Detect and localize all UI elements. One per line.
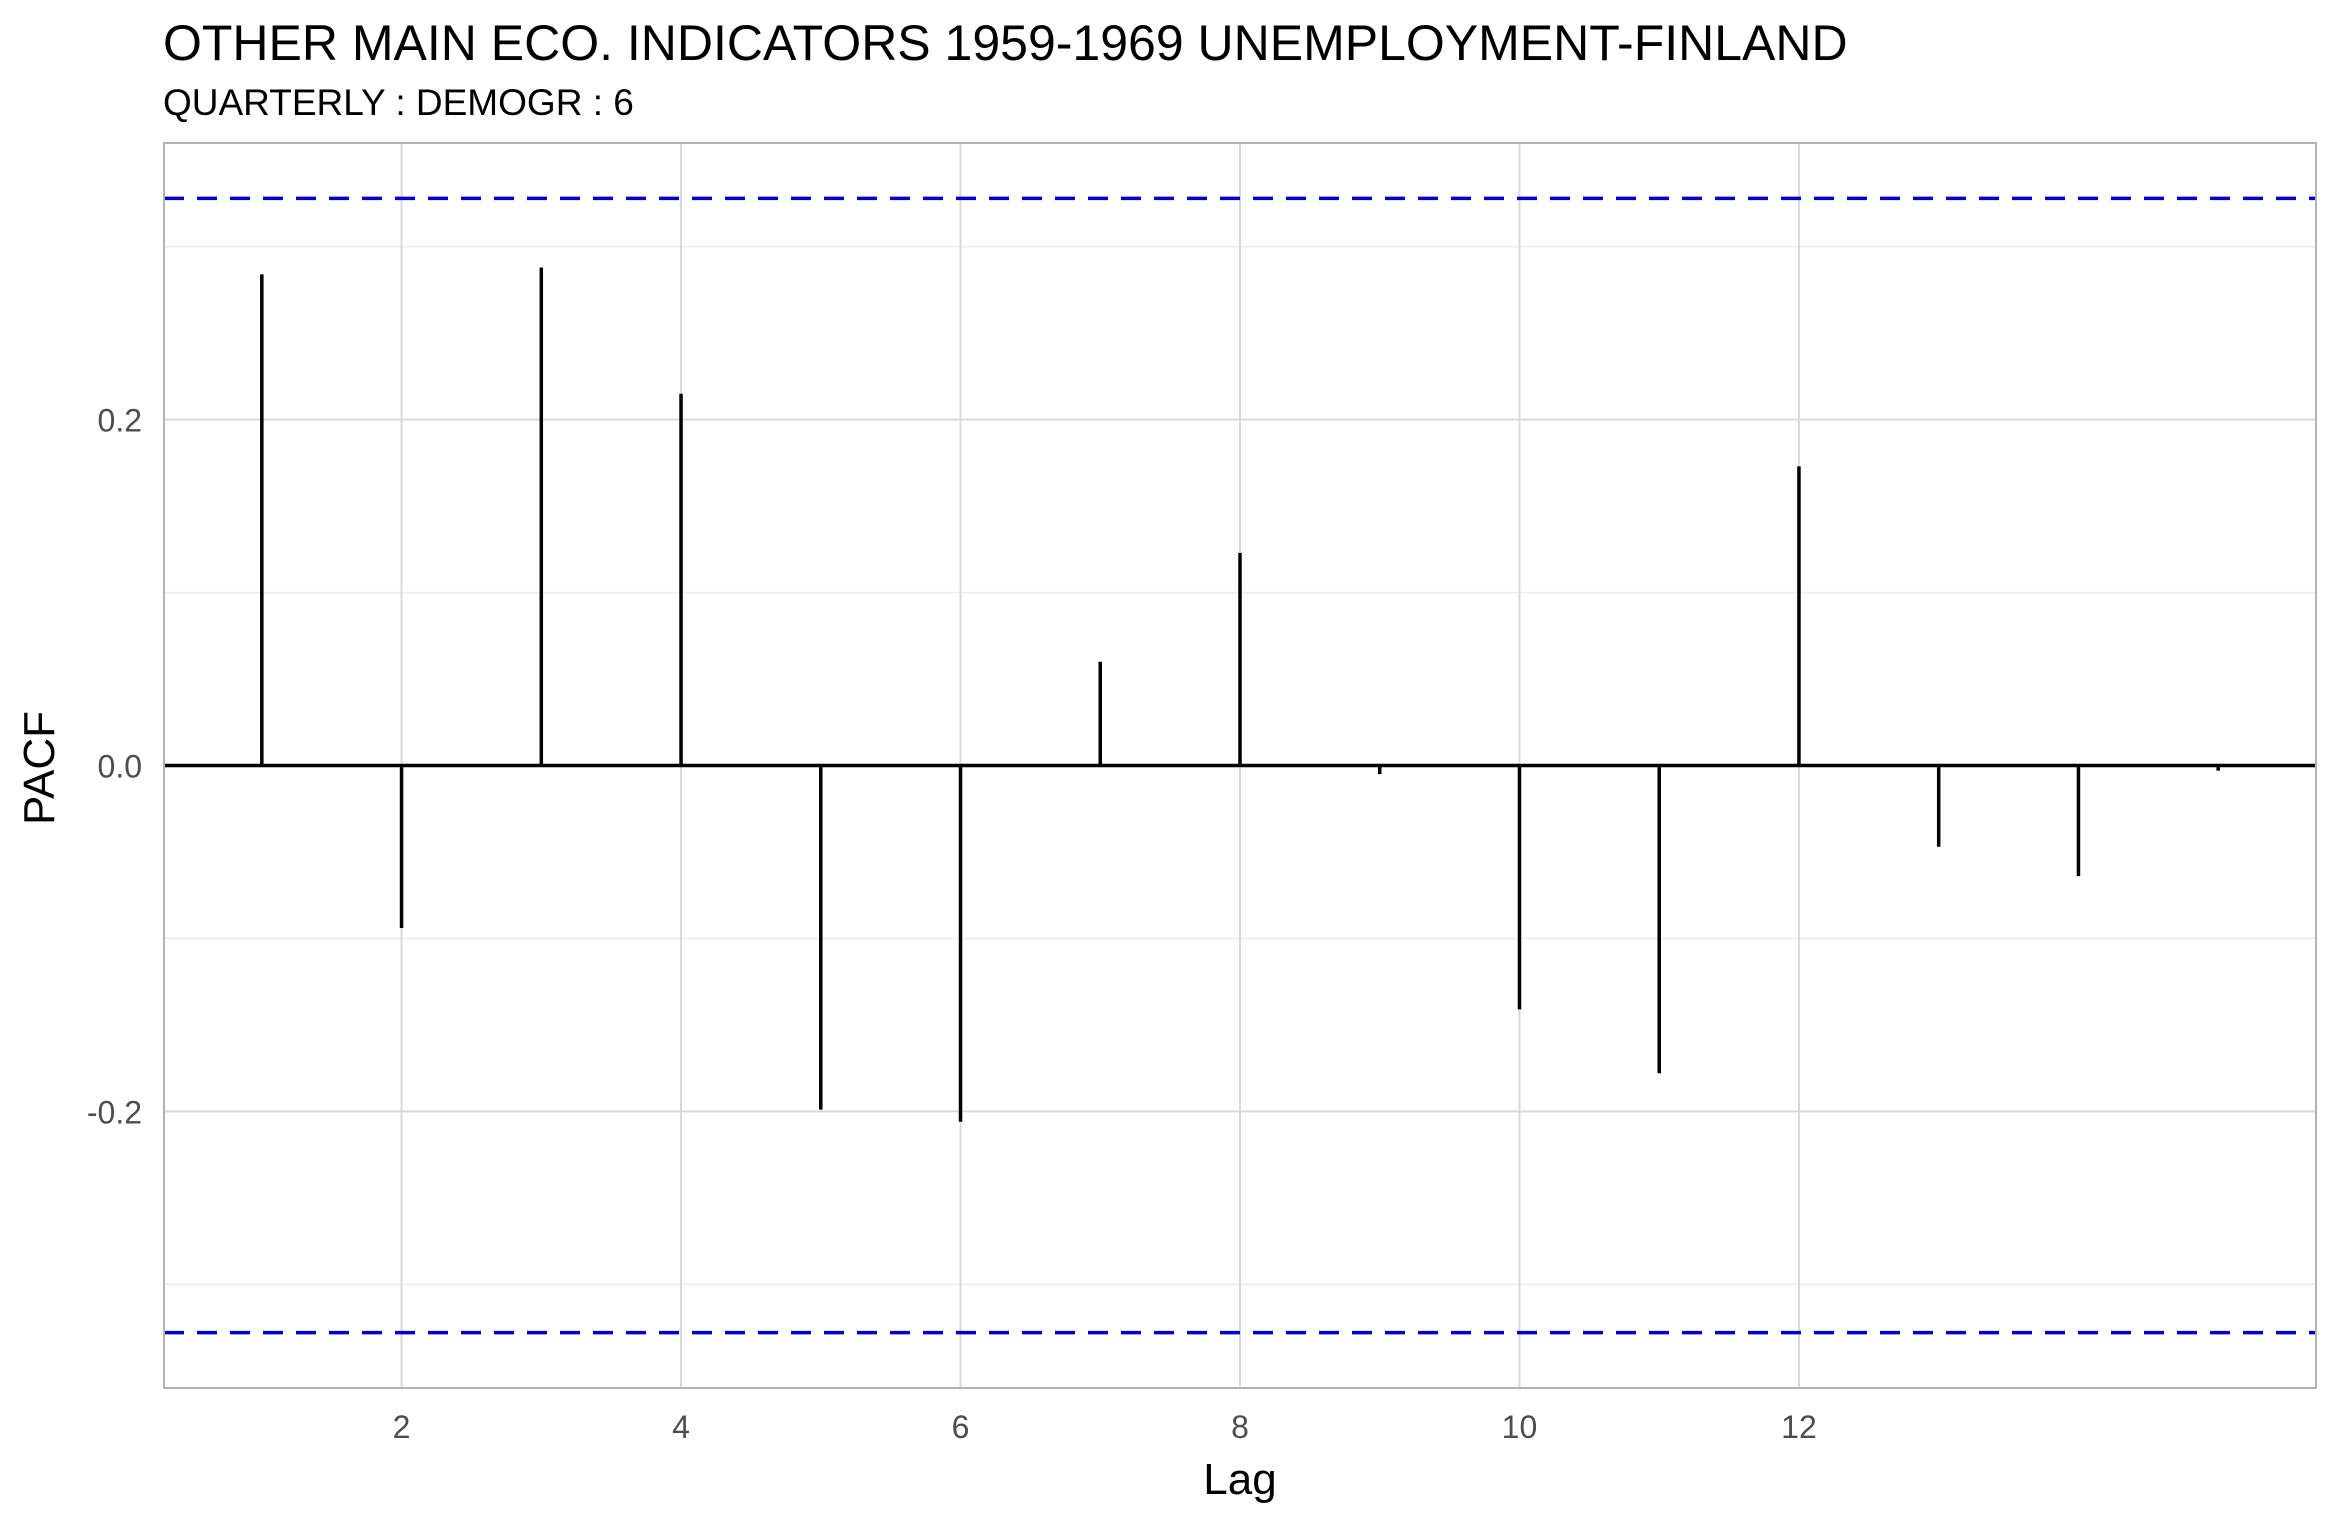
y-tick-label: 0.0 xyxy=(98,749,142,785)
y-tick-label: -0.2 xyxy=(87,1094,142,1130)
pacf-bars xyxy=(164,196,2316,1335)
x-tick-label: 4 xyxy=(672,1409,690,1445)
chart-subtitle: QUARTERLY : DEMOGR : 6 xyxy=(163,82,634,123)
x-tick-label: 12 xyxy=(1781,1409,1817,1445)
y-tick-label: 0.2 xyxy=(98,403,142,439)
x-tick-label: 8 xyxy=(1231,1409,1249,1445)
panel-border xyxy=(163,142,2317,1389)
axes: -0.2 0.0 0.2 2 4 6 8 10 12 xyxy=(87,142,2317,1445)
x-tick-label: 10 xyxy=(1502,1409,1538,1445)
x-tick-label: 6 xyxy=(952,1409,970,1445)
x-tick-label: 2 xyxy=(393,1409,411,1445)
x-axis-label: Lag xyxy=(1203,1455,1276,1504)
chart-title: OTHER MAIN ECO. INDICATORS 1959-1969 UNE… xyxy=(163,15,1848,71)
y-axis-label: PACF xyxy=(15,711,64,825)
